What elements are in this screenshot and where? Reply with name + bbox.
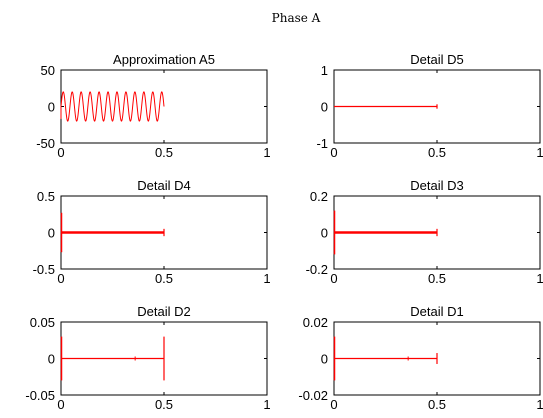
subplot-title: Detail D2 — [137, 304, 190, 319]
x-tick-label: 1 — [263, 271, 270, 286]
x-tick-label: 0 — [330, 145, 337, 160]
subplot-title: Detail D5 — [410, 52, 463, 67]
y-tick-label: 0 — [321, 226, 328, 241]
x-tick-label: 0.5 — [155, 271, 173, 286]
x-tick-label: 0 — [57, 145, 64, 160]
x-tick-label: 0.5 — [428, 397, 446, 412]
subplot-4: Detail D30 0.5 10.20-0.2 — [306, 178, 543, 286]
subplot-5: Detail D20 0.5 10.050-0.05 — [25, 304, 270, 412]
y-tick-label: -0.5 — [33, 262, 55, 277]
y-tick-label: 0 — [48, 226, 55, 241]
x-tick-label: 0 — [330, 271, 337, 286]
y-tick-label: 0.02 — [303, 315, 328, 330]
x-tick-label: 0.5 — [428, 145, 446, 160]
y-tick-label: 0.5 — [37, 189, 55, 204]
subplot-3: Detail D40 0.5 10.50-0.5 — [33, 178, 271, 286]
y-tick-label: 1 — [321, 63, 328, 78]
x-tick-label: 1 — [536, 271, 543, 286]
x-tick-label: 1 — [536, 397, 543, 412]
x-tick-label: 0.5 — [155, 145, 173, 160]
y-tick-label: 0 — [321, 100, 328, 115]
y-tick-label: 50 — [41, 63, 55, 78]
figure-title: Phase A — [272, 11, 321, 25]
y-tick-label: 0.2 — [310, 189, 328, 204]
subplot-2: Detail D50 0.5 110-1 — [316, 52, 543, 160]
y-tick-label: -0.2 — [306, 262, 328, 277]
x-tick-label: 0 — [57, 397, 64, 412]
subplot-6: Detail D10 0.5 10.020-0.02 — [298, 304, 543, 412]
y-tick-label: -50 — [36, 136, 55, 151]
y-tick-label: -1 — [316, 136, 328, 151]
x-tick-label: 0 — [330, 397, 337, 412]
subplot-title: Detail D4 — [137, 178, 190, 193]
y-tick-label: 0.05 — [30, 315, 55, 330]
y-tick-label: 0 — [48, 100, 55, 115]
subplot-title: Approximation A5 — [113, 52, 215, 67]
y-tick-label: -0.05 — [25, 388, 55, 403]
x-tick-label: 1 — [263, 397, 270, 412]
y-tick-label: 0 — [48, 352, 55, 367]
y-tick-label: 0 — [321, 352, 328, 367]
signal-line — [60, 91, 165, 122]
subplot-title: Detail D3 — [410, 178, 463, 193]
x-tick-label: 0 — [57, 271, 64, 286]
x-tick-label: 0.5 — [428, 271, 446, 286]
x-tick-label: 0.5 — [155, 397, 173, 412]
x-tick-label: 1 — [536, 145, 543, 160]
y-tick-label: -0.02 — [298, 388, 328, 403]
x-tick-label: 1 — [263, 145, 270, 160]
subplot-title: Detail D1 — [410, 304, 463, 319]
